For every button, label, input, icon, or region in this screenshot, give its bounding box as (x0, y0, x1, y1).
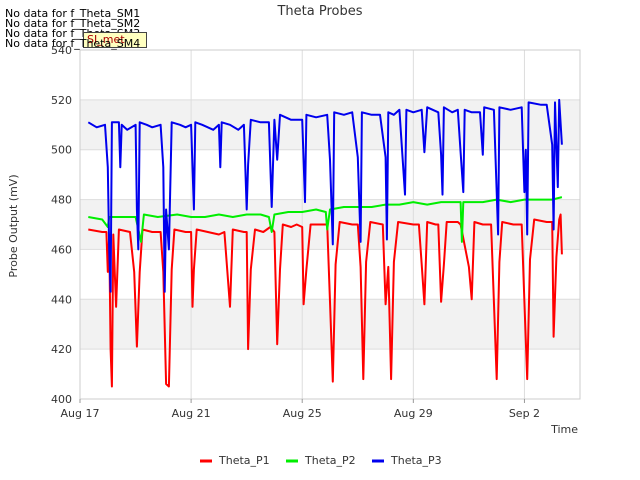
y-tick-label: 440 (51, 293, 72, 306)
no-data-notice-4: No data for f_Theta_SM4 (5, 37, 141, 50)
x-tick-label: Aug 21 (172, 407, 211, 420)
y-tick-label: 420 (51, 343, 72, 356)
chart-title: Theta Probes (276, 4, 362, 19)
x-ticks: Aug 17 Aug 21 Aug 25 Aug 29 Sep 2 (61, 399, 540, 420)
y-tick-label: 460 (51, 243, 72, 256)
no-data-notice-1: No data for f_Theta_SM1 (5, 7, 141, 20)
plot-band (80, 99, 580, 150)
y-tick-label: 500 (51, 144, 72, 157)
x-axis-label: Time (550, 423, 578, 436)
legend: Theta_P1 Theta_P2 Theta_P3 (200, 454, 442, 467)
x-tick-label: Aug 29 (394, 407, 433, 420)
x-tick-label: Sep 2 (509, 407, 540, 420)
legend-label-theta-p2: Theta_P2 (304, 454, 356, 467)
y-ticks: 400 420 440 460 480 500 520 540 (51, 44, 72, 406)
series-layer (87, 98, 563, 388)
x-tick-label: Aug 17 (61, 407, 100, 420)
no-data-notice-2: No data for f_Theta_SM2 (5, 17, 141, 30)
y-tick-label: 540 (51, 44, 72, 57)
plot-frame (79, 49, 581, 400)
legend-label-theta-p1: Theta_P1 (218, 454, 270, 467)
series-line-theta-p2 (88, 196, 563, 243)
no-data-notice-3: No data for f_Theta_SM3 (5, 27, 141, 40)
series-line-theta-p3 (87, 98, 563, 293)
site-badge: SI_met (83, 32, 147, 48)
x-tick-label: Aug 25 (283, 407, 322, 420)
y-tick-label: 480 (51, 194, 72, 207)
y-tick-label: 520 (51, 94, 72, 107)
plot-band (80, 199, 580, 250)
y-tick-label: 400 (51, 393, 72, 406)
legend-label-theta-p3: Theta_P3 (390, 454, 442, 467)
y-axis-label: Probe Output (mV) (7, 174, 20, 277)
